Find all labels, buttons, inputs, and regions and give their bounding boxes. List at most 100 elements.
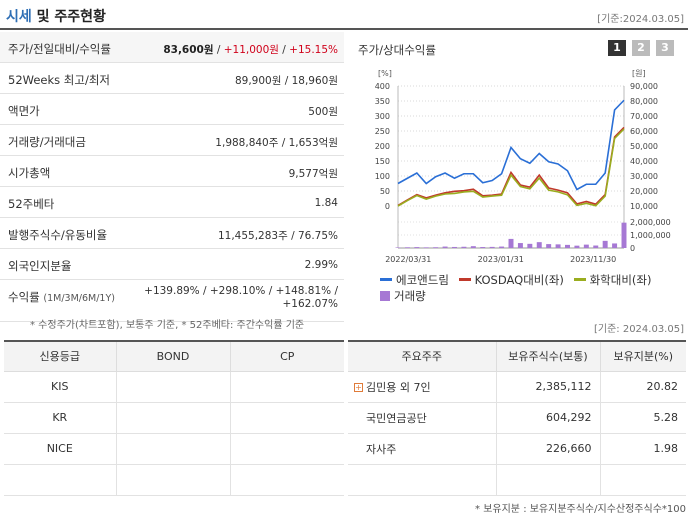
volume-bar [433,247,439,248]
left-tick-label: 400 [375,82,390,91]
right-tick-label: 50,000 [630,142,658,151]
holder-name: 김민용 외 7인 [366,380,431,394]
volume-bar [452,246,457,248]
summary-value: 1.84 [314,197,338,209]
expand-plus-icon[interactable]: + [354,383,363,392]
summary-label: 수익률 (1M/3M/6M/1Y) [8,289,115,305]
left-tick-label: 300 [375,112,390,121]
summary-label: 52Weeks 최고/최저 [8,73,110,87]
holders-base-date: [기준: 2024.03.05] [593,324,684,335]
left-tick-label: 50 [380,187,390,196]
volume-bar [508,238,514,248]
summary-label: 액면가 [8,104,40,118]
section-title: 시세 및 주주현황 [6,6,106,26]
volume-bar [565,244,570,248]
volume-bar [461,246,467,248]
x-tick-label: 2023/01/31 [478,255,524,264]
returns-periods: (1M/3M/6M/1Y) [43,293,115,304]
chart-page-3[interactable]: 3 [656,40,674,56]
volume-bar [621,222,627,248]
volume-bar [583,244,589,248]
rating-agency: NICE [4,433,116,465]
volume-tick-label: 2,000,000 [630,218,671,227]
price-summary-table: 주가/전일대비/수익률 83,600원 / +11,000원 / +15.15%… [0,32,344,322]
summary-row-foreign: 외국인지분율 2.99% [0,249,344,280]
table-row: NICE [4,433,344,465]
legend-item: KOSDAQ대비(좌) [458,272,564,288]
major-shareholders-table: 주요주주 보유주식수(보통) 보유지분(%) + 김민용 외 7인 2,385,1… [348,340,686,496]
summary-value: +139.89% / +298.10% / +148.81% / +162.07% [144,285,338,311]
column-header: 보유주식수(보통) [495,341,600,372]
summary-label: 52주베타 [8,197,55,211]
rating-agency: KIS [4,371,116,403]
cp-rating [229,371,344,403]
cp-rating [229,433,344,465]
title-accent: 시세 [6,9,32,25]
column-header: CP [229,341,344,372]
left-tick-label: 250 [375,127,390,136]
volume-bar [517,243,523,248]
chart-legend: 에코앤드림 KOSDAQ대비(좌) 화학대비(좌) 거래량 [380,270,680,304]
holders-note: * 보유지분 : 보유지분주식수/지수산정주식수*100 [475,504,686,515]
chart-panel: 주가/상대수익률 1 2 3 [%] [원] 400 350 300 250 200 150 1… [352,32,688,308]
volume-bar [574,245,580,248]
holder-shares: 226,660 [495,433,600,465]
chart-page-2[interactable]: 2 [632,40,650,56]
column-header: 신용등급 [4,341,116,372]
right-tick-label: 80,000 [630,97,658,106]
holder-percent: 20.82 [599,371,686,403]
legend-item: 에코앤드림 [380,272,449,288]
legend-label: 거래량 [394,288,426,303]
table-header-row: 신용등급 BOND CP [4,341,344,372]
right-tick-label: 20,000 [630,187,658,196]
volume-bar [489,246,495,248]
summary-label: 외국인지분율 [8,259,72,273]
summary-value: 1,988,840주 / 1,653억원 [215,137,338,149]
series-line [397,128,625,207]
credit-rating-table: 신용등급 BOND CP KIS KR NICE [4,340,344,496]
rating-agency: KR [4,402,116,434]
volume-bar [527,243,533,248]
holder-shares: 604,292 [495,402,600,434]
right-tick-label: 10,000 [630,202,658,211]
current-price: 83,600원 [163,44,214,56]
table-row [348,464,686,496]
left-tick-label: 0 [385,202,390,211]
summary-label: 주가/전일대비/수익률 [8,42,111,56]
summary-row-par-value: 액면가 500원 [0,94,344,125]
table-row [4,464,344,496]
left-tick-label: 200 [375,142,390,151]
legend-swatch [380,278,392,281]
cp-rating [229,402,344,434]
section-header: 시세 및 주주현황 [기준:2024.03.05] [0,0,688,30]
volume-bar [536,242,542,248]
bond-rating [115,402,230,434]
series-line [397,99,625,191]
summary-value: 89,900원 / 18,960원 [234,75,338,87]
price-chart: [%] [원] 400 350 300 250 200 150 100 50 0 90,000 80,0… [375,69,671,264]
chart-pager: 1 2 3 [608,40,674,56]
price-change-rate: +15.15% [289,44,338,56]
holder-name: 자사주 [348,433,496,465]
separator: / [213,44,224,56]
holder-name: 국민연금공단 [348,402,496,434]
summary-value: 11,455,283주 / 76.75% [217,230,338,242]
volume-bar [546,244,552,248]
left-axis-unit: [%] [378,69,392,78]
left-tick-label: 150 [375,157,390,166]
summary-row-beta: 52주베타 1.84 [0,187,344,218]
bond-rating [115,433,230,465]
right-tick-label: 70,000 [630,112,658,121]
x-tick-label: 2022/03/31 [385,255,431,264]
volume-bar [414,247,420,248]
summary-value: 500원 [308,106,338,118]
returns-label: 수익률 [8,290,40,304]
volume-bar [480,247,486,248]
summary-value: 9,577억원 [288,168,338,180]
volume-bar [395,247,401,248]
summary-row-market-cap: 시가총액 9,577억원 [0,156,344,187]
volume-bar [602,240,608,248]
chart-page-1[interactable]: 1 [608,40,626,56]
legend-label: KOSDAQ대비(좌) [474,272,564,287]
summary-row-price: 주가/전일대비/수익률 83,600원 / +11,000원 / +15.15% [0,32,344,63]
